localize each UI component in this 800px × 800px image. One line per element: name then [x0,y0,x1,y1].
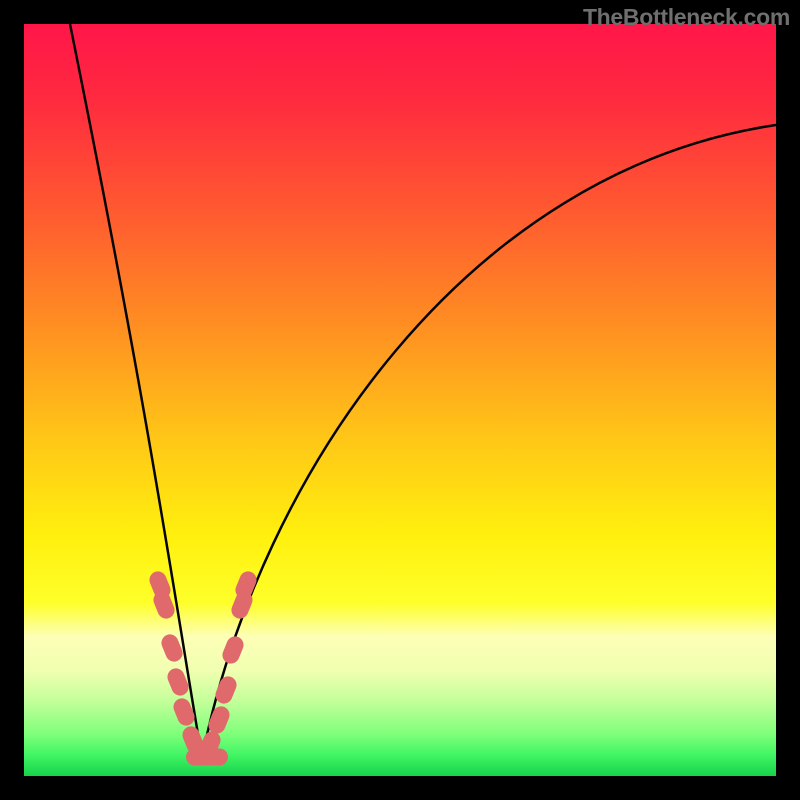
watermark-text: TheBottleneck.com [583,4,790,31]
chart-background-gradient [24,24,776,776]
data-marker [200,749,228,766]
chart-svg [0,0,800,800]
bottleneck-chart: TheBottleneck.com [0,0,800,800]
